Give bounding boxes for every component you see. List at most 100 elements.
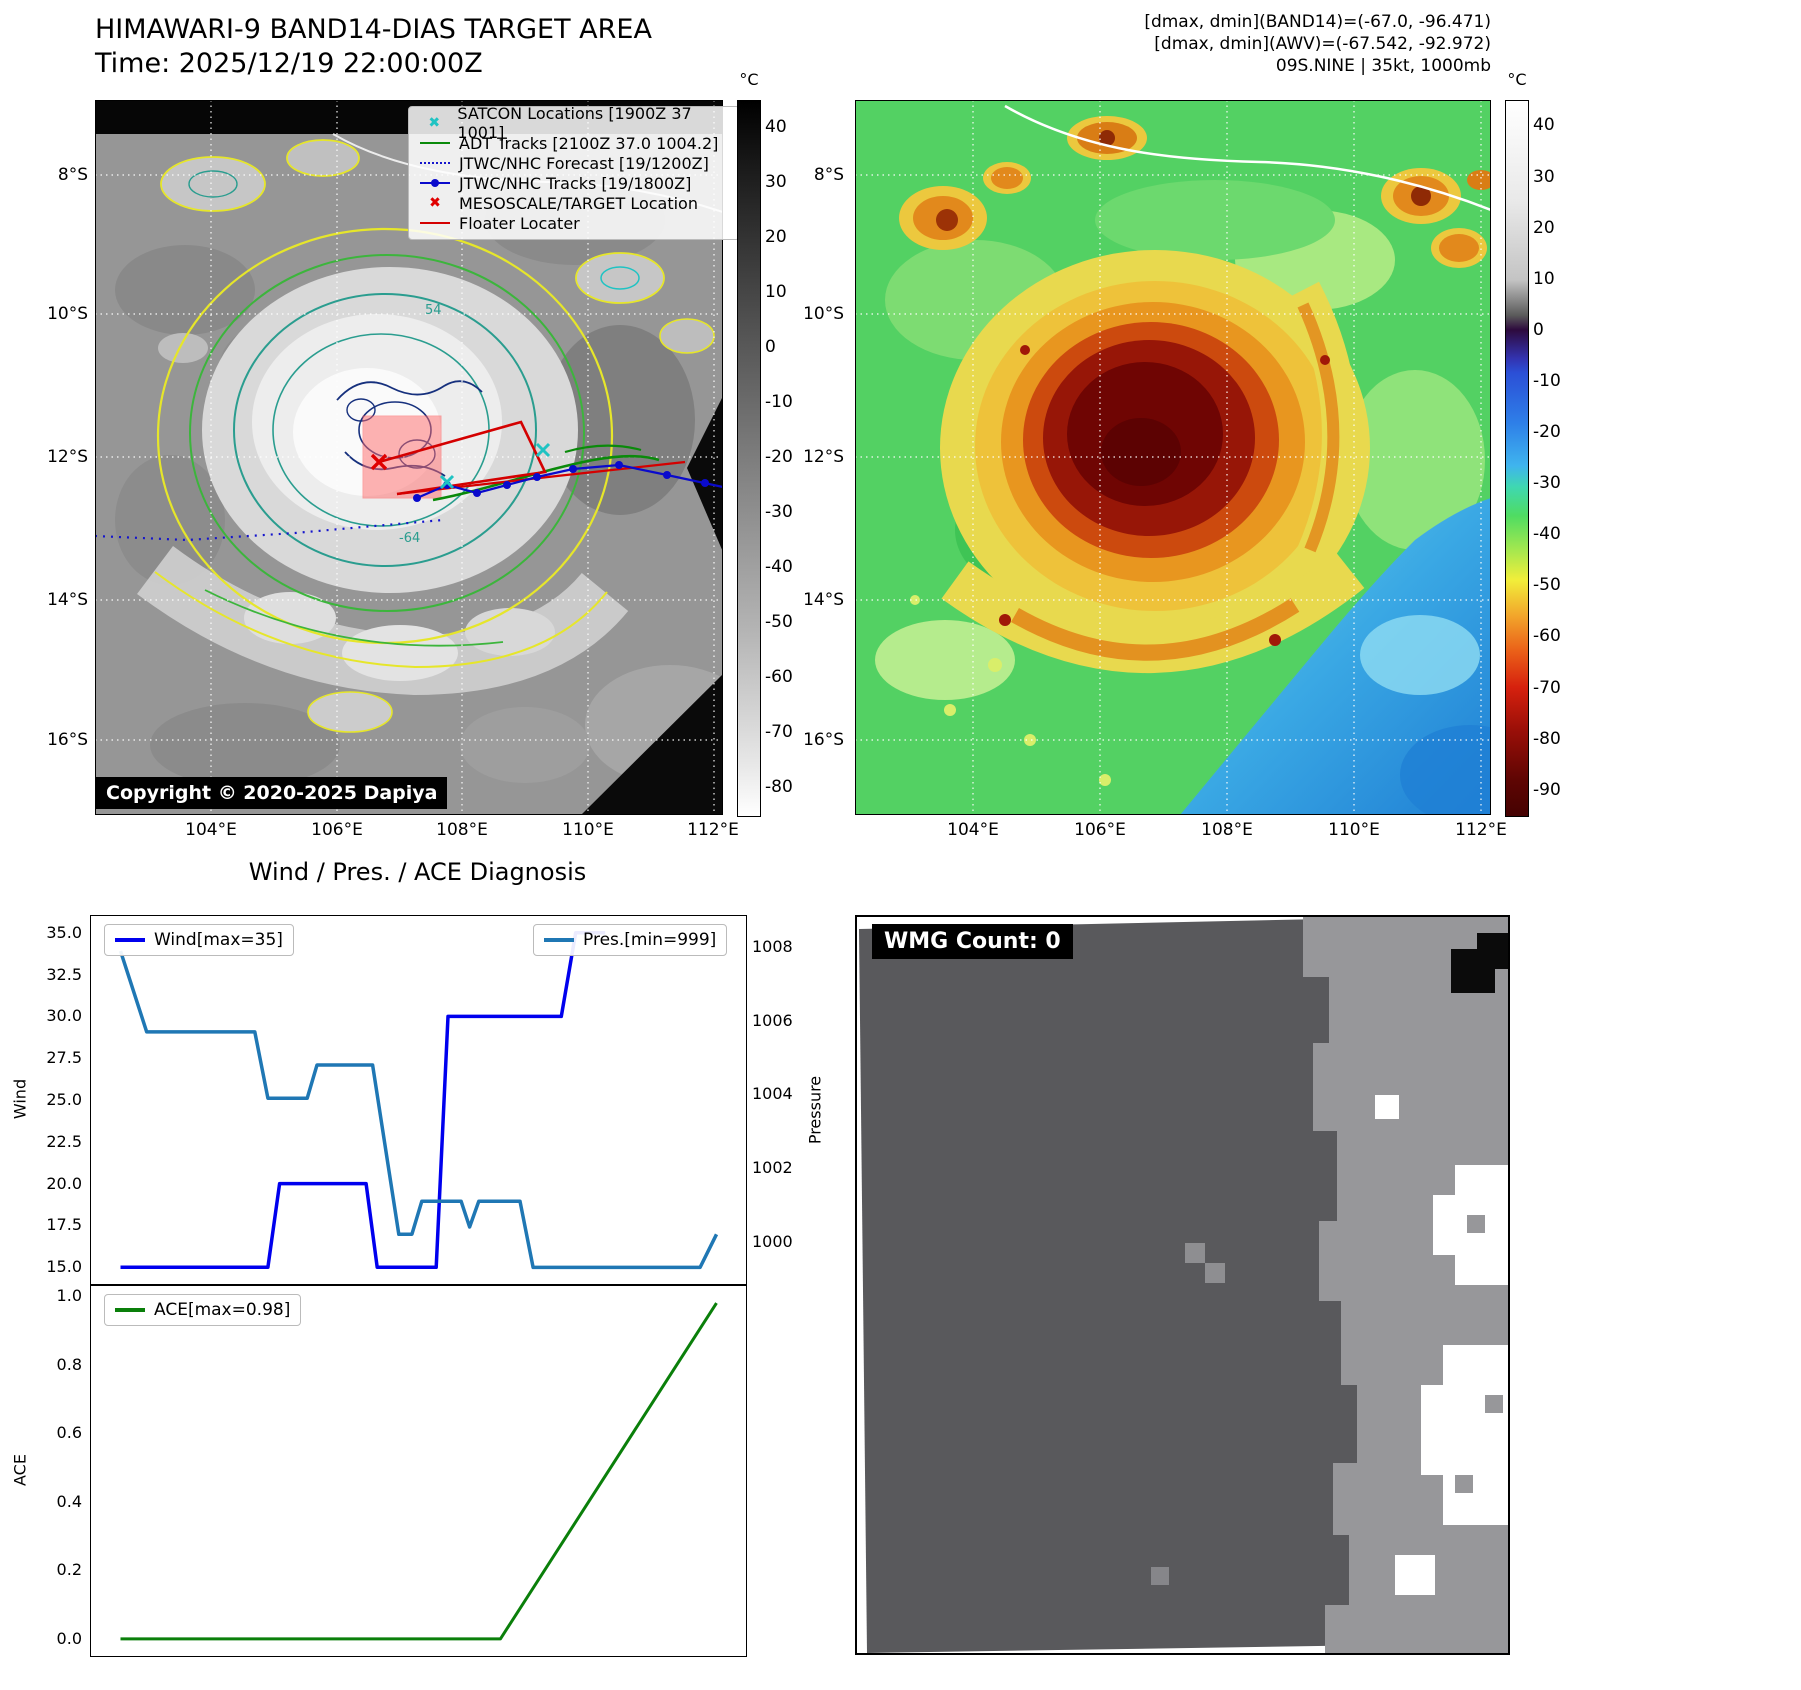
band14-colorbar [737,100,761,817]
ace-axis-label: ACE [10,1454,30,1486]
lat-tick: 10°S [47,304,88,324]
adt-track-line-2 [564,444,642,454]
colorbar-tick: -50 [765,612,793,632]
enhanced-ir-art [855,100,1491,815]
wmg-swath-art [855,915,1510,1655]
band14-plot-frame [95,100,723,815]
wind-tick: 30.0 [46,1006,82,1025]
ace-tick: 0.8 [56,1355,82,1374]
colorbar-tick: -60 [1533,626,1561,646]
dmax-dmin-awv-text: [dmax, dmin](AWV)=(-67.542, -92.972) [1154,34,1491,54]
colorbar-tick: -60 [765,667,793,687]
awv-colorbar [1505,100,1529,817]
legend-row-satcon: ✖ SATCON Locations [1900Z 37 1001] [417,104,731,142]
lat-tick: 10°S [803,304,844,324]
ace-tick: 0.0 [56,1629,82,1648]
colorbar-tick: -20 [1533,422,1561,442]
wmg-frame [855,915,1510,1655]
pressure-line-icon [544,938,574,942]
colorbar-tick: -40 [765,557,793,577]
jtwc-forecast-line [95,518,444,542]
colorbar-tick: 10 [765,282,787,302]
wind-tick: 15.0 [46,1257,82,1276]
grid-lines [855,100,1491,815]
colorbar-tick: 20 [765,227,787,247]
wind-tick: 32.5 [46,965,82,984]
legend-label-satcon: SATCON Locations [1900Z 37 1001] [457,104,692,142]
legend-row-forecast: JTWC/NHC Forecast [19/1200Z] [417,153,731,173]
awv-colorbar-unit: °C [1507,70,1527,89]
wind-tick: 35.0 [46,923,82,942]
colorbar-tick: -10 [765,392,793,412]
forecast-dotted-line-icon [417,162,453,164]
copyright-banner: Copyright © 2020-2025 Dapiya [96,777,448,809]
lon-tick: 106°E [311,820,363,840]
legend-label-tracks: JTWC/NHC Tracks [19/1800Z] [459,173,692,193]
lon-tick: 104°E [947,820,999,840]
floater-line-2 [396,460,686,496]
dmax-dmin-band14-text: [dmax, dmin](BAND14)=(-67.0, -96.471) [1144,12,1491,32]
band14-time: Time: 2025/12/19 22:00:00Z [95,48,483,79]
lat-tick: 12°S [47,447,88,467]
ace-tick: 1.0 [56,1286,82,1305]
awv-enhanced-image [855,100,1491,815]
colorbar-tick: 10 [1533,269,1555,289]
colorbar-tick: -30 [1533,473,1561,493]
colorbar-tick: -30 [765,502,793,522]
colorbar-tick: -10 [1533,371,1561,391]
satcon-x-icon: ✖ [428,115,441,131]
wind-tick: 17.5 [46,1215,82,1234]
ace-tick: 0.6 [56,1423,82,1442]
pressure-tick: 1006 [752,1011,793,1030]
colorbar-tick: 40 [1533,115,1555,135]
lat-tick: 12°S [803,447,844,467]
series-line-0 [120,930,606,1270]
colorbar-tick: 0 [765,337,776,357]
contour-value-labels: 54 -64 [399,303,442,546]
coastline [1004,104,1491,212]
colorbar-tick: -40 [1533,524,1561,544]
wind-tick: 22.5 [46,1132,82,1151]
colorbar-tick: -90 [1533,780,1561,800]
pressure-tick: 1000 [752,1232,793,1251]
storm-id-text: 09S.NINE | 35kt, 1000mb [1275,56,1491,76]
wind-legend: Wind[max=35] [104,924,294,956]
ace-chart [90,1285,747,1657]
colorbar-tick: -50 [1533,575,1561,595]
colorbar-tick: 30 [1533,167,1555,187]
awv-plot-frame [855,100,1491,815]
legend-row-tracks: JTWC/NHC Tracks [19/1800Z] [417,173,731,193]
lat-tick: 8°S [813,165,844,185]
legend-label-mesoscale: MESOSCALE/TARGET Location [459,193,698,213]
pressure-tick: 1004 [752,1084,793,1103]
wind-tick: 20.0 [46,1174,82,1193]
colorbar-tick: -20 [765,447,793,467]
lon-tick: 104°E [185,820,237,840]
jtwc-track-points [413,461,709,502]
legend-label-floater: Floater Locater [459,213,580,233]
lat-tick: 14°S [803,590,844,610]
adt-line-icon [417,142,453,144]
legend-row-mesoscale: ✖ MESOSCALE/TARGET Location [417,193,731,213]
colorbar-tick: -70 [1533,678,1561,698]
pressure-tick: 1008 [752,937,793,956]
legend-label-forecast: JTWC/NHC Forecast [19/1200Z] [459,153,709,173]
contour-label-64: -64 [399,531,420,546]
lat-tick: 16°S [47,730,88,750]
satcon-x-markers [439,442,551,490]
contour-label-54: 54 [425,303,442,318]
ace-tick: 0.4 [56,1492,82,1511]
lat-tick: 14°S [47,590,88,610]
colorbar-tick: -80 [1533,729,1561,749]
band14-colorbar-unit: °C [739,70,759,89]
track-line-dot-icon [417,179,453,187]
ace-legend: ACE[max=0.98] [104,1294,302,1326]
wmg-count-label: WMG Count: 0 [872,924,1073,959]
diagnosis-title: Wind / Pres. / ACE Diagnosis [248,858,587,886]
colorbar-tick: 40 [765,117,787,137]
lat-tick: 16°S [803,730,844,750]
ace-tick: 0.2 [56,1560,82,1579]
floater-line-icon [417,222,453,224]
target-x-marker [370,453,388,471]
